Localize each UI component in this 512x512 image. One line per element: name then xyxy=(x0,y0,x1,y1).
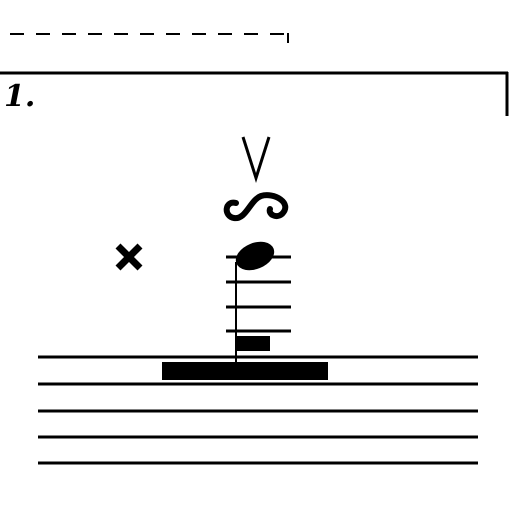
small-rest-block xyxy=(236,336,270,351)
previous-volta-bracket xyxy=(10,33,289,43)
first-ending-number: 1. xyxy=(4,79,35,114)
turn-ornament-icon xyxy=(223,192,289,222)
double-sharp-icon xyxy=(115,243,143,271)
first-ending-bracket: 1. xyxy=(0,71,509,116)
multi-measure-rest-bar xyxy=(162,362,328,380)
quarter-note xyxy=(235,241,275,372)
up-bow-icon xyxy=(241,136,271,183)
staff xyxy=(38,355,478,465)
note-head xyxy=(235,241,275,271)
